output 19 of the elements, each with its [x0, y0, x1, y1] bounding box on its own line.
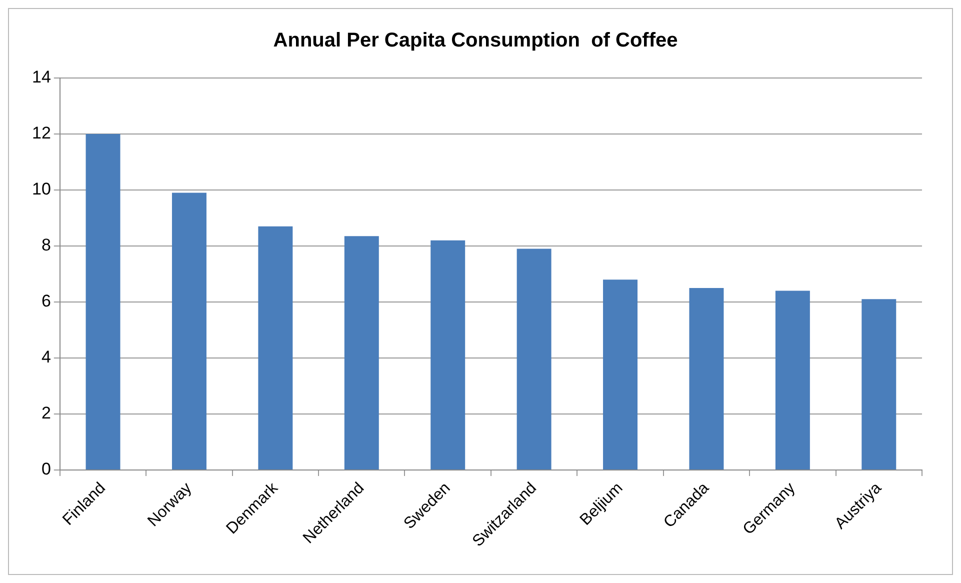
y-tick-label: 14 [32, 68, 51, 87]
bar [603, 280, 638, 470]
bar [258, 226, 293, 470]
y-tick-label: 6 [41, 292, 51, 311]
bar [862, 299, 896, 470]
bar [86, 134, 120, 470]
bar [516, 248, 552, 470]
y-tick-label: 10 [32, 180, 51, 199]
y-tick-label: 12 [32, 124, 51, 143]
bar [689, 288, 724, 470]
y-tick-label: 0 [41, 460, 51, 479]
bar [775, 290, 810, 470]
bar [344, 236, 379, 470]
bar [172, 192, 206, 470]
y-tick-label: 8 [41, 236, 51, 255]
bar [430, 240, 466, 470]
chart-title: Annual Per Capita Consumption of Coffee [273, 30, 678, 52]
y-tick-label: 2 [41, 404, 51, 423]
y-tick-label: 4 [41, 348, 51, 367]
